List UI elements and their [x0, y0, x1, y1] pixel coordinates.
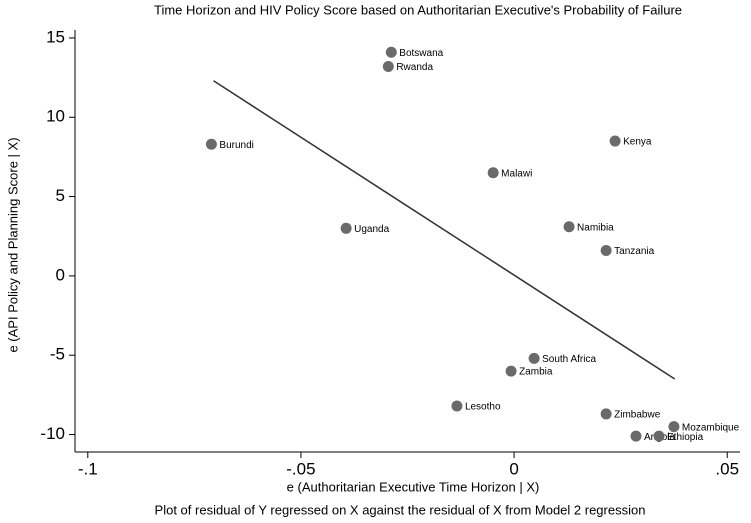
point	[385, 46, 397, 58]
point-label: Lesotho	[465, 402, 501, 413]
point-label: Malawi	[501, 168, 532, 179]
point-label: Mozambique	[682, 422, 740, 433]
point	[382, 60, 394, 72]
point	[668, 421, 680, 433]
point	[205, 138, 217, 150]
point	[600, 408, 612, 420]
y-tick-label: 5	[56, 186, 65, 205]
point	[609, 135, 621, 147]
chart-title: Time Horizon and HIV Policy Score based …	[154, 2, 682, 17]
point-label: Zambia	[519, 367, 553, 378]
point	[505, 365, 517, 377]
point-label: South Africa	[542, 354, 596, 365]
x-tick-label: -.1	[78, 459, 98, 478]
point-label: Burundi	[219, 140, 253, 151]
point	[630, 430, 642, 442]
x-axis-label: e (Authoritarian Executive Time Horizon …	[287, 479, 540, 494]
x-tick-label: 0	[509, 459, 518, 478]
point	[340, 222, 352, 234]
x-tick-label: .05	[715, 459, 739, 478]
y-tick-label: 15	[46, 27, 65, 46]
caption: Plot of residual of Y regressed on X aga…	[155, 502, 646, 517]
point	[600, 245, 612, 257]
point-label: Uganda	[354, 224, 389, 235]
point	[487, 167, 499, 179]
point-label: Tanzania	[614, 246, 654, 257]
y-axis-label: e (API Policy and Planning Score | X)	[5, 137, 20, 352]
point-label: Ethiopia	[667, 432, 704, 443]
point	[528, 352, 540, 364]
point-label: Kenya	[623, 137, 652, 148]
point	[451, 400, 463, 412]
point-label: Zimbabwe	[614, 410, 661, 421]
point-label: Namibia	[577, 222, 614, 233]
y-tick-label: -5	[50, 345, 65, 364]
point	[653, 430, 665, 442]
y-tick-label: 0	[56, 265, 65, 284]
fit-line	[213, 80, 676, 380]
point-label: Botswana	[399, 48, 443, 59]
y-tick-label: 10	[46, 107, 65, 126]
point	[563, 221, 575, 233]
y-tick-label: -10	[40, 424, 65, 443]
x-tick-label: -.05	[286, 459, 315, 478]
point-label: Rwanda	[396, 62, 433, 73]
